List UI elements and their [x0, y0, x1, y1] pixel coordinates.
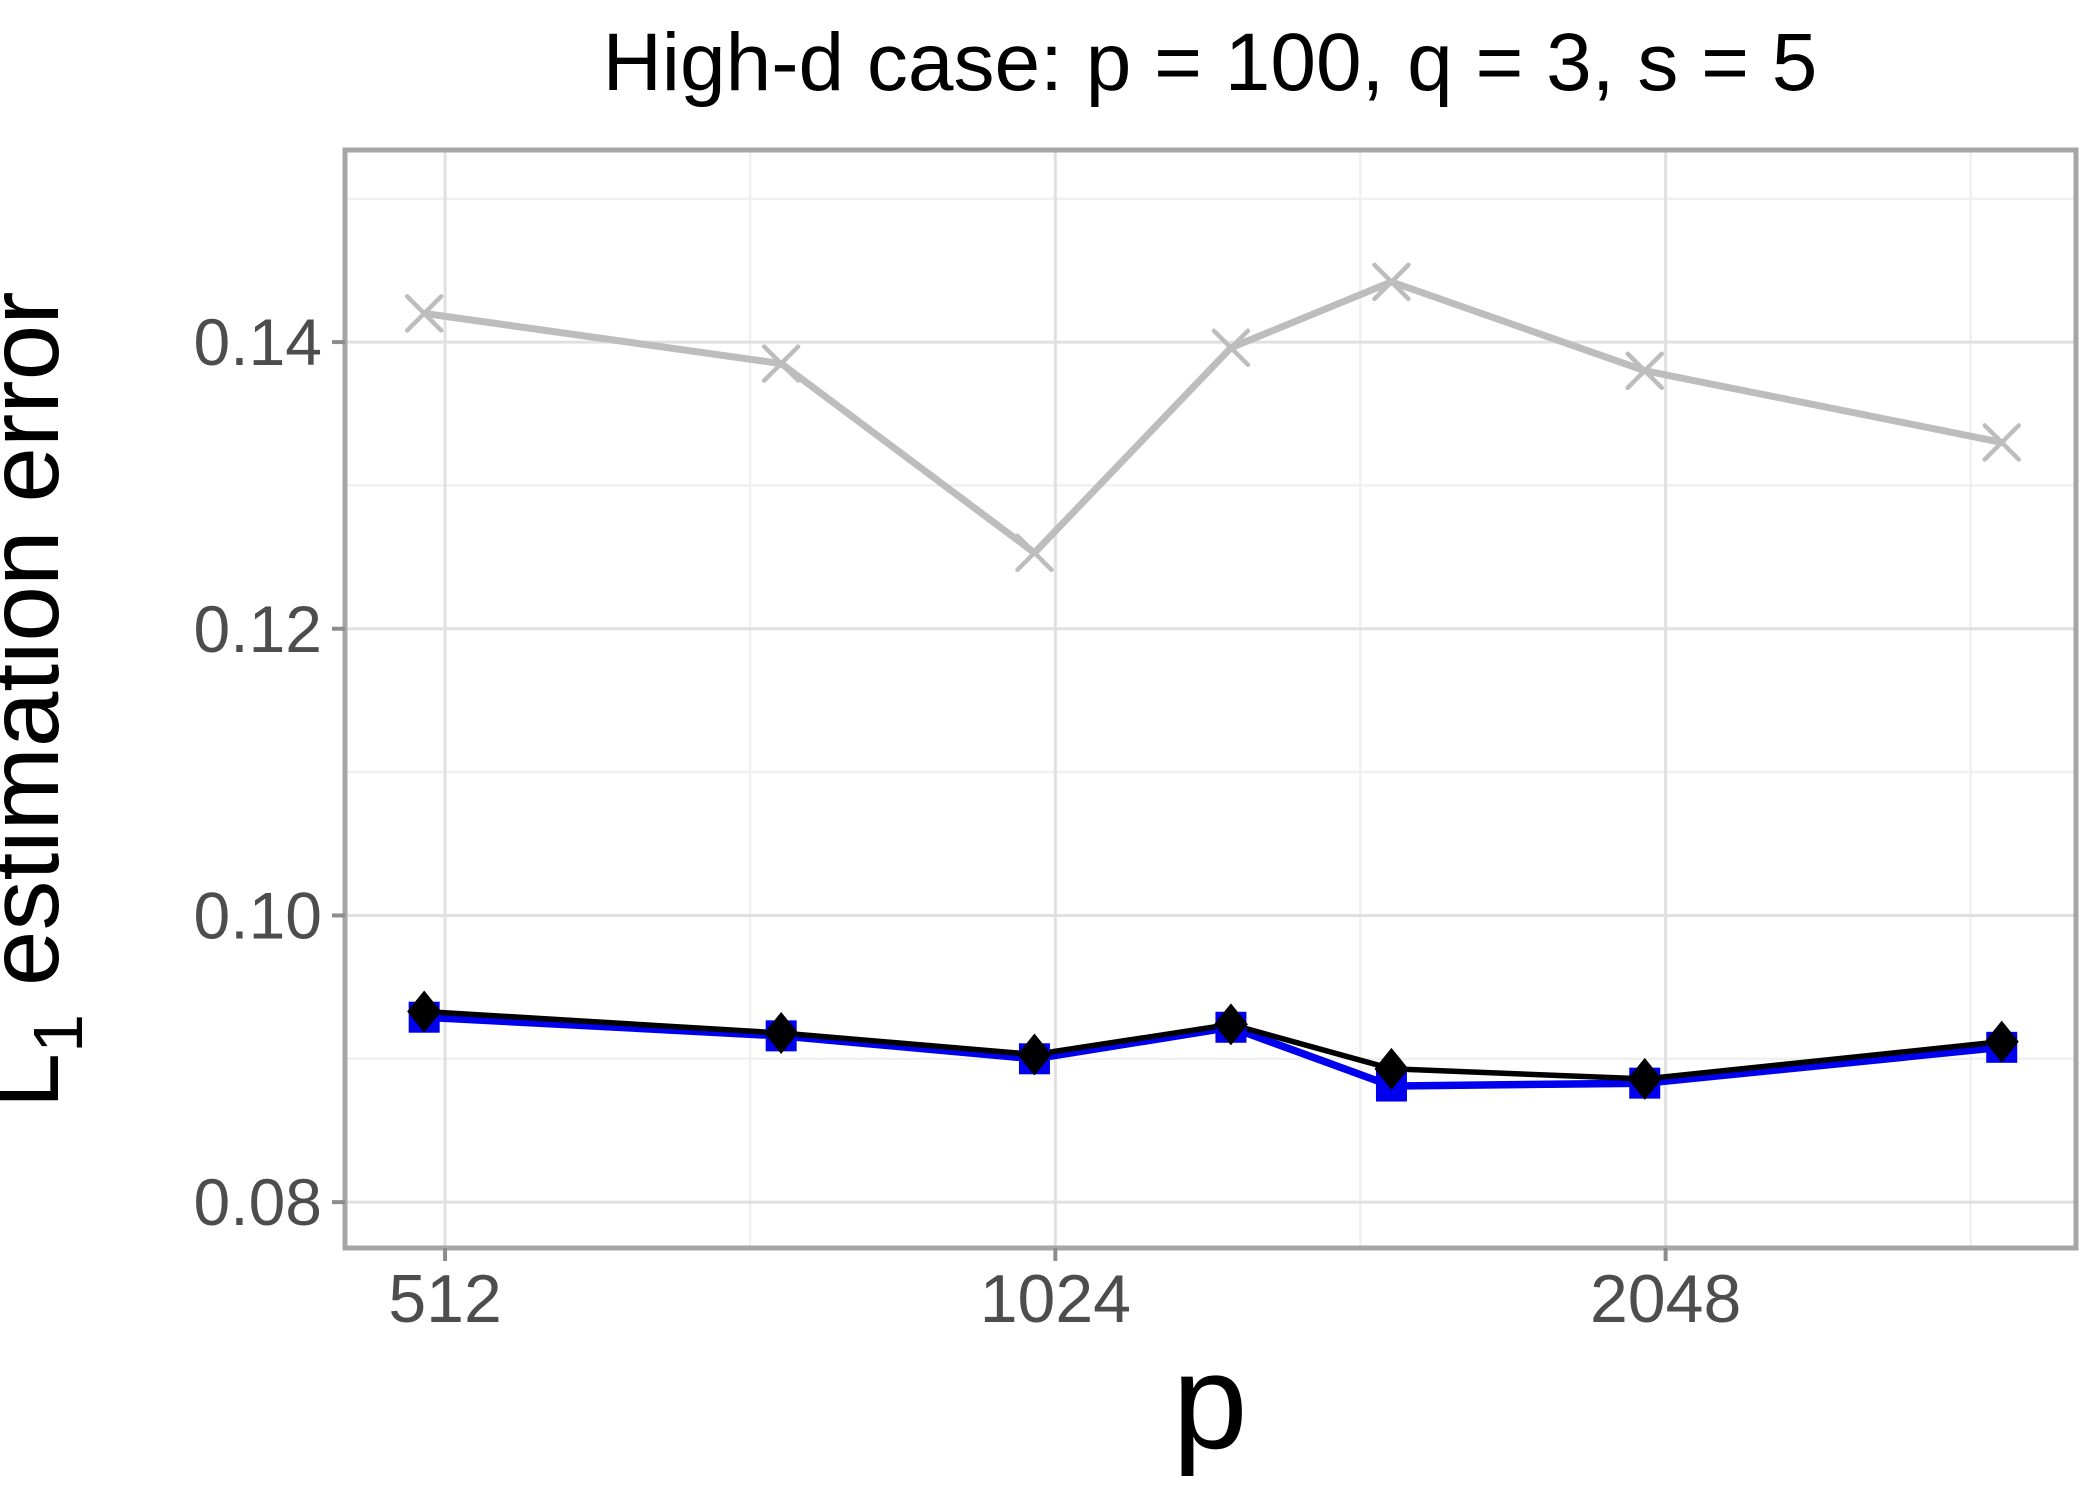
- y-tick-label: 0.10: [194, 878, 322, 952]
- grid-minor: [345, 150, 2076, 1248]
- panel-background: [345, 150, 2076, 1248]
- panel-border: [342, 147, 2079, 1251]
- axis-ticks: [332, 340, 1668, 1261]
- chart-graphics: 0.08 0.10 0.12 0.14 512 1024 2048: [194, 147, 2079, 1337]
- x-tick-labels: 512 1024 2048: [388, 1261, 1741, 1337]
- diamond-marker: [1374, 1047, 1409, 1090]
- x-tick-label: 512: [388, 1261, 501, 1337]
- cross-marker: [1015, 533, 1054, 573]
- y-axis-label: L1 estimation error: [0, 291, 97, 1108]
- diamond-marker: [1627, 1057, 1662, 1100]
- diamond-marker: [764, 1011, 799, 1054]
- y-tick-label: 0.14: [194, 305, 322, 379]
- series-markers-gray-cross: [404, 262, 2021, 573]
- y-tick-label: 0.08: [194, 1165, 322, 1239]
- cross-marker: [404, 294, 444, 333]
- diamond-marker: [407, 990, 442, 1033]
- cross-marker: [1982, 423, 2021, 462]
- diamond-marker: [1017, 1033, 1052, 1076]
- cross-marker: [1372, 262, 1411, 302]
- cross-marker: [1625, 351, 1664, 390]
- cross-marker: [761, 344, 801, 383]
- x-axis-label: p: [1172, 1326, 1247, 1477]
- series-markers-black-diamond: [407, 990, 2019, 1100]
- diamond-marker: [1984, 1020, 2019, 1063]
- x-tick-label: 2048: [1590, 1261, 1741, 1337]
- chart-title: High-d case: p = 100, q = 3, s = 5: [603, 17, 1818, 108]
- y-tick-label: 0.12: [194, 592, 322, 666]
- y-tick-labels: 0.08 0.10 0.12 0.14: [194, 305, 322, 1239]
- diamond-marker: [1213, 1003, 1248, 1046]
- x-tick-label: 1024: [980, 1261, 1131, 1337]
- cross-marker: [1211, 328, 1251, 368]
